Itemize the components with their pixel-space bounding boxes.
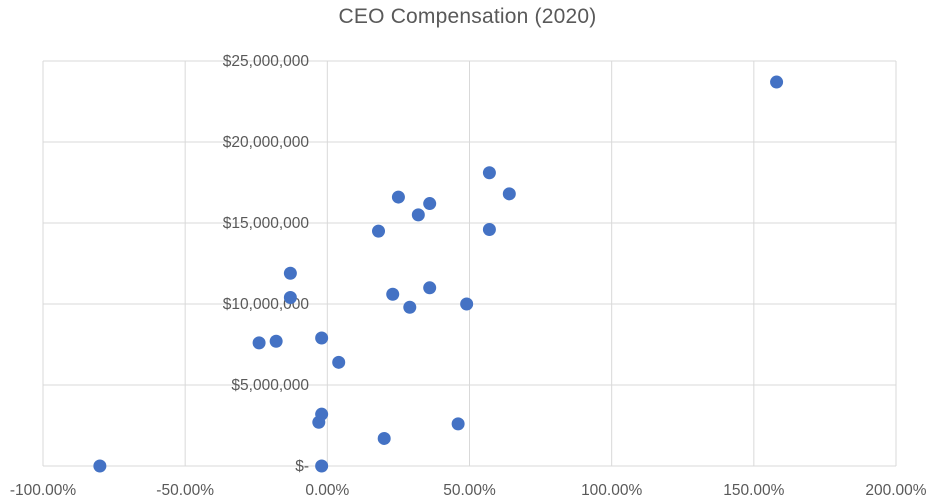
x-axis-tick-label: 150.00% [723,482,784,499]
data-point [93,459,107,473]
x-axis-tick-label: -100.00% [10,482,77,499]
data-point [386,287,400,301]
data-point [770,75,784,89]
data-point [315,331,329,345]
y-axis-tick-label: $20,000,000 [223,134,310,151]
x-axis-tick-label: 50.00% [443,482,496,499]
data-point [391,190,405,204]
data-point [315,459,329,473]
data-point [283,291,297,305]
data-point [482,166,496,180]
data-point [252,336,266,350]
x-axis-tick-label: 0.00% [305,482,349,499]
data-point [372,224,386,238]
y-axis-tick-label: $15,000,000 [223,215,310,232]
data-point [411,208,425,222]
y-axis-tick-label: $5,000,000 [231,377,309,394]
data-point [460,297,474,311]
data-point [403,300,417,314]
x-axis-tick-label: 100.00% [581,482,642,499]
data-point [377,431,391,445]
data-point [312,415,326,429]
data-point [451,417,465,431]
data-point [283,266,297,280]
data-point [482,222,496,236]
data-point [423,281,437,295]
y-axis-tick-label: $25,000,000 [223,53,310,70]
x-axis-tick-label: -50.00% [156,482,214,499]
data-point [423,197,437,211]
x-axis-tick-label: 200.00% [865,482,926,499]
data-point [332,355,346,369]
data-point [269,334,283,348]
y-axis-tick-label: $- [295,458,309,475]
data-point [502,187,516,201]
chart-title: CEO Compensation (2020) [338,5,597,28]
